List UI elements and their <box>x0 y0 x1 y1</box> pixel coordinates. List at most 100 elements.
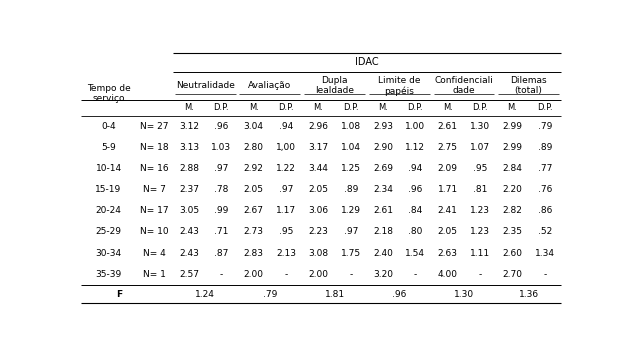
Text: .79: .79 <box>263 290 277 298</box>
Text: -: - <box>478 270 482 279</box>
Text: D.P.: D.P. <box>278 103 294 112</box>
Text: M.: M. <box>249 103 259 112</box>
Text: 2.67: 2.67 <box>244 206 264 215</box>
Text: 3.44: 3.44 <box>309 164 328 173</box>
Text: 2.05: 2.05 <box>438 227 458 237</box>
Text: 25-29: 25-29 <box>96 227 121 237</box>
Text: N= 10: N= 10 <box>140 227 169 237</box>
Text: .80: .80 <box>408 227 423 237</box>
Text: M.: M. <box>508 103 518 112</box>
Text: Neutralidade: Neutralidade <box>176 81 235 90</box>
Text: Avaliação: Avaliação <box>249 81 292 90</box>
Text: 2.99: 2.99 <box>503 143 523 152</box>
Text: 1.12: 1.12 <box>406 143 426 152</box>
Text: 2.57: 2.57 <box>179 270 199 279</box>
Text: .84: .84 <box>408 206 423 215</box>
Text: Tempo de
serviço: Tempo de serviço <box>86 84 130 103</box>
Text: Dilemas
(total): Dilemas (total) <box>510 76 547 95</box>
Text: 2.75: 2.75 <box>438 143 458 152</box>
Text: N= 1: N= 1 <box>143 270 166 279</box>
Text: 2.23: 2.23 <box>309 227 328 237</box>
Text: 2.63: 2.63 <box>438 249 458 258</box>
Text: M.: M. <box>443 103 453 112</box>
Text: 3.06: 3.06 <box>309 206 329 215</box>
Text: Confidenciali
dade: Confidenciali dade <box>434 76 493 95</box>
Text: 2.96: 2.96 <box>309 122 329 131</box>
Text: N= 4: N= 4 <box>143 249 166 258</box>
Text: IDAC: IDAC <box>355 57 379 67</box>
Text: 2.82: 2.82 <box>503 206 522 215</box>
Text: 2.88: 2.88 <box>179 164 199 173</box>
Text: 2.00: 2.00 <box>244 270 264 279</box>
Text: 2.92: 2.92 <box>244 164 264 173</box>
Text: 2.70: 2.70 <box>503 270 523 279</box>
Text: 2.60: 2.60 <box>503 249 523 258</box>
Text: 2.00: 2.00 <box>309 270 329 279</box>
Text: D.P.: D.P. <box>408 103 423 112</box>
Text: .97: .97 <box>279 185 293 194</box>
Text: D.P.: D.P. <box>213 103 229 112</box>
Text: 2.84: 2.84 <box>503 164 522 173</box>
Text: 3.04: 3.04 <box>244 122 264 131</box>
Text: 1.30: 1.30 <box>470 122 490 131</box>
Text: -: - <box>349 270 352 279</box>
Text: 2.69: 2.69 <box>373 164 393 173</box>
Text: 2.93: 2.93 <box>373 122 393 131</box>
Text: 1.22: 1.22 <box>276 164 296 173</box>
Text: 1.08: 1.08 <box>341 122 361 131</box>
Text: 35-39: 35-39 <box>95 270 121 279</box>
Text: 1.34: 1.34 <box>535 249 555 258</box>
Text: 2.61: 2.61 <box>438 122 458 131</box>
Text: .95: .95 <box>279 227 293 237</box>
Text: 3.17: 3.17 <box>309 143 329 152</box>
Text: 1.03: 1.03 <box>212 143 232 152</box>
Text: 3.05: 3.05 <box>179 206 199 215</box>
Text: .89: .89 <box>344 185 358 194</box>
Text: D.P.: D.P. <box>472 103 488 112</box>
Text: 2.34: 2.34 <box>373 185 393 194</box>
Text: Limite de
papéis: Limite de papéis <box>378 76 421 96</box>
Text: 2.35: 2.35 <box>503 227 523 237</box>
Text: F: F <box>116 290 122 298</box>
Text: 2.05: 2.05 <box>244 185 264 194</box>
Text: N= 16: N= 16 <box>140 164 169 173</box>
Text: 1.30: 1.30 <box>454 290 474 298</box>
Text: 2.61: 2.61 <box>373 206 393 215</box>
Text: -: - <box>543 270 546 279</box>
Text: N= 17: N= 17 <box>140 206 169 215</box>
Text: D.P.: D.P. <box>537 103 553 112</box>
Text: 2.99: 2.99 <box>503 122 523 131</box>
Text: Dupla
lealdade: Dupla lealdade <box>315 76 354 95</box>
Text: 2.80: 2.80 <box>244 143 264 152</box>
Text: .97: .97 <box>214 164 228 173</box>
Text: .76: .76 <box>538 185 552 194</box>
Text: .78: .78 <box>214 185 228 194</box>
Text: 2.73: 2.73 <box>244 227 264 237</box>
Text: 2.20: 2.20 <box>503 185 522 194</box>
Text: .86: .86 <box>538 206 552 215</box>
Text: .96: .96 <box>408 185 423 194</box>
Text: 2.37: 2.37 <box>179 185 199 194</box>
Text: .87: .87 <box>214 249 228 258</box>
Text: .97: .97 <box>344 227 358 237</box>
Text: 3.08: 3.08 <box>309 249 329 258</box>
Text: 5-9: 5-9 <box>101 143 116 152</box>
Text: 1.54: 1.54 <box>406 249 426 258</box>
Text: .77: .77 <box>538 164 552 173</box>
Text: .94: .94 <box>408 164 423 173</box>
Text: 15-19: 15-19 <box>95 185 121 194</box>
Text: .96: .96 <box>392 290 406 298</box>
Text: 1.25: 1.25 <box>341 164 361 173</box>
Text: 4.00: 4.00 <box>438 270 458 279</box>
Text: 3.13: 3.13 <box>179 143 199 152</box>
Text: .81: .81 <box>473 185 487 194</box>
Text: 1.36: 1.36 <box>518 290 539 298</box>
Text: .89: .89 <box>538 143 552 152</box>
Text: 0-4: 0-4 <box>101 122 116 131</box>
Text: .52: .52 <box>538 227 552 237</box>
Text: N= 18: N= 18 <box>140 143 169 152</box>
Text: 2.09: 2.09 <box>438 164 458 173</box>
Text: -: - <box>220 270 223 279</box>
Text: -: - <box>414 270 417 279</box>
Text: 1.04: 1.04 <box>341 143 361 152</box>
